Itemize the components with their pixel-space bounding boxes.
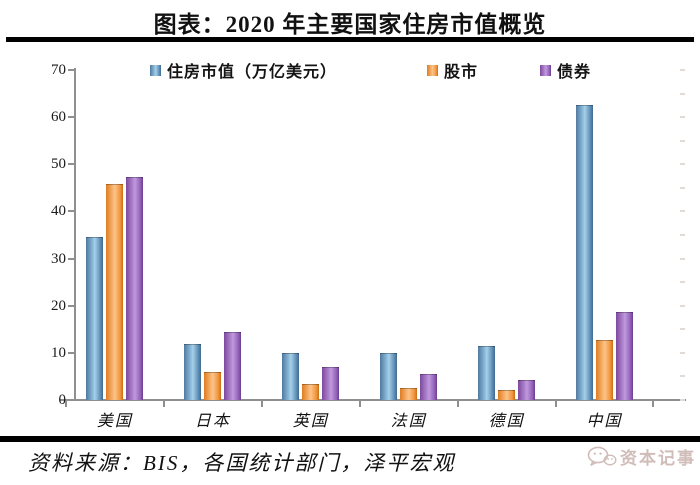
y-axis-label: 60 — [51, 109, 66, 126]
y-axis-tick — [68, 257, 75, 260]
y-axis-tick — [68, 210, 75, 213]
y-axis-label: 30 — [51, 250, 66, 267]
y-axis-label: 20 — [51, 297, 66, 314]
bar-住房市值（万亿美元）-日本 — [184, 344, 202, 400]
bar-债券-德国 — [518, 380, 536, 400]
right-axis-tick — [680, 234, 685, 236]
right-axis-tick — [680, 399, 685, 401]
x-axis-label: 日本 — [194, 413, 231, 430]
chart-title: 图表：2020 年主要国家住房市值概览 — [153, 12, 547, 37]
bar-债券-美国 — [126, 177, 144, 400]
legend-item: 股市 — [427, 62, 478, 81]
y-axis-tick — [68, 116, 75, 119]
right-axis-tick — [680, 210, 685, 213]
right-axis-tick — [680, 328, 685, 331]
right-axis-tick — [680, 116, 685, 119]
watermark: 资本记事 — [587, 444, 696, 469]
y-axis-tick — [68, 304, 75, 307]
bar-债券-英国 — [322, 367, 340, 400]
bar-债券-法国 — [420, 374, 438, 400]
y-axis-label: 70 — [51, 62, 66, 78]
x-axis-tick — [260, 401, 263, 407]
y-axis-line — [74, 68, 76, 401]
right-axis-tick — [680, 281, 685, 284]
bar-股市-日本 — [204, 371, 222, 400]
legend-swatch-icon — [540, 64, 551, 76]
footer-divider — [0, 436, 700, 442]
bar-股市-美国 — [106, 184, 124, 400]
right-axis-tick — [680, 163, 685, 166]
right-axis-tick — [680, 69, 685, 71]
source-note: 资料来源：BIS，各国统计部门，泽平宏观 — [28, 451, 456, 475]
watermark-text: 资本记事 — [620, 449, 696, 468]
title-divider — [6, 37, 694, 42]
legend-item: 住房市值（万亿美元） — [150, 62, 337, 81]
bar-住房市值（万亿美元）-德国 — [478, 346, 496, 400]
bar-股市-德国 — [498, 390, 516, 400]
x-axis-tick — [65, 401, 67, 407]
x-axis-tick — [358, 401, 361, 407]
y-axis-label: 10 — [51, 344, 66, 361]
bar-债券-中国 — [615, 312, 633, 400]
right-axis-tick — [680, 92, 685, 95]
y-axis-tick — [68, 399, 75, 401]
x-axis-label: 德国 — [488, 413, 525, 430]
right-axis-tick — [680, 375, 685, 378]
wechat-icon — [587, 446, 617, 466]
y-axis-label: 40 — [51, 203, 66, 220]
x-axis-line — [60, 399, 686, 401]
right-axis-tick — [680, 351, 685, 354]
y-axis-label: 0 — [58, 392, 67, 408]
x-axis-tick — [554, 401, 557, 407]
bar-住房市值（万亿美元）-英国 — [282, 352, 300, 400]
x-axis-tick — [456, 401, 459, 407]
y-axis-tick — [68, 69, 75, 71]
right-axis-tick — [680, 257, 685, 260]
x-axis-label: 中国 — [586, 413, 623, 430]
bar-住房市值（万亿美元）-美国 — [86, 237, 104, 400]
plot-area: 0 10 20 30 40 50 60 70 美国 日本 英国 法国 德国 中国 — [0, 45, 700, 435]
bar-债券-日本 — [224, 331, 242, 400]
x-axis-label: 美国 — [96, 413, 133, 430]
x-axis-label: 法国 — [390, 413, 427, 430]
x-axis-tick — [162, 401, 165, 407]
right-axis-tick — [680, 186, 685, 189]
y-axis-tick — [68, 351, 75, 354]
right-axis-tick — [680, 139, 685, 142]
y-axis-label: 50 — [51, 156, 66, 173]
x-axis-label: 英国 — [292, 413, 329, 430]
legend-label: 住房市值（万亿美元） — [167, 64, 338, 81]
legend-swatch-icon — [150, 64, 161, 76]
bar-股市-法国 — [400, 388, 418, 400]
legend-swatch-icon — [427, 64, 438, 76]
bar-股市-英国 — [302, 384, 320, 400]
y-axis-tick — [68, 163, 75, 166]
legend-item: 债券 — [540, 62, 591, 81]
bar-住房市值（万亿美元）-法国 — [380, 352, 398, 400]
bar-chart: 住房市值（万亿美元） 股市 债券 0 10 20 30 40 50 60 70 美国 日本 英国 法国 德国… — [0, 45, 700, 435]
bar-股市-中国 — [595, 339, 613, 400]
right-axis-tick — [680, 304, 685, 307]
legend-label: 股市 — [444, 64, 479, 81]
x-axis-tick — [652, 401, 655, 407]
bar-住房市值（万亿美元）-中国 — [575, 104, 593, 400]
legend-label: 债券 — [557, 64, 592, 81]
